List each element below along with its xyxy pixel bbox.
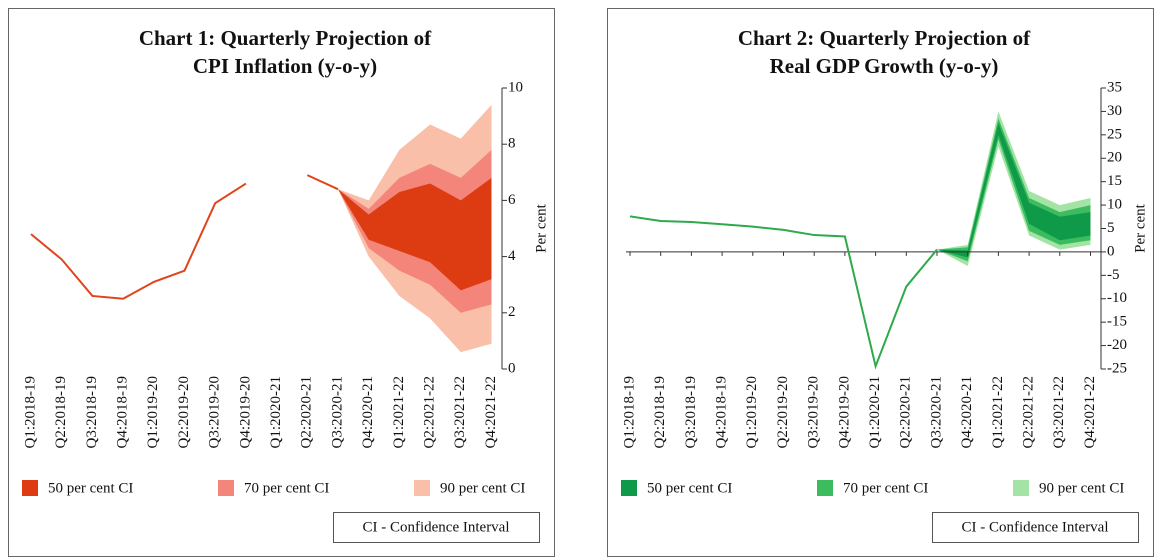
legend-label: 50 per cent CI xyxy=(48,480,133,496)
chart-title: Real GDP Growth (y-o-y) xyxy=(770,54,999,78)
x-tick-label: Q4:2020-21 xyxy=(959,376,975,449)
x-tick-label: Q2:2021-22 xyxy=(422,376,438,449)
note: CI - Confidence Interval xyxy=(362,519,509,535)
chart-title: Chart 2: Quarterly Projection of xyxy=(738,26,1031,50)
legend-swatch xyxy=(218,480,234,496)
y-tick-label: 20 xyxy=(1107,150,1122,166)
y-axis-label: Per cent xyxy=(533,203,549,253)
note-box xyxy=(932,512,1139,543)
y-tick-label: 0 xyxy=(508,360,516,376)
x-tick-label: Q1:2020-21 xyxy=(268,376,284,449)
y-tick-label: 25 xyxy=(1107,126,1122,142)
x-tick-label: Q4:2021-22 xyxy=(483,376,499,449)
x-tick-label: Q1:2021-22 xyxy=(391,376,407,449)
x-tick-label: Q4:2018-19 xyxy=(115,376,131,449)
legend-label: 70 per cent CI xyxy=(843,480,928,496)
note: CI - Confidence Interval xyxy=(961,519,1108,535)
x-tick-label: Q4:2019-20 xyxy=(237,376,253,449)
x-tick-label: Q2:2021-22 xyxy=(1021,376,1037,449)
y-tick-label: -15 xyxy=(1107,314,1127,330)
x-tick-label: Q2:2020-21 xyxy=(299,376,315,449)
x-tick-label: Q4:2018-19 xyxy=(714,376,730,449)
y-tick-label: 6 xyxy=(508,192,516,208)
x-tick-label: Q3:2021-22 xyxy=(452,376,468,449)
x-tick-label: Q2:2018-19 xyxy=(652,376,668,449)
y-tick-label: 4 xyxy=(508,248,516,264)
y-tick-label: 10 xyxy=(1107,197,1122,213)
panel-border xyxy=(8,8,555,557)
x-tick-label: Q1:2021-22 xyxy=(990,376,1006,449)
note-box xyxy=(333,512,540,543)
data-line xyxy=(30,182,247,300)
x-tick-label: Q2:2020-21 xyxy=(898,376,914,449)
legend-label: 70 per cent CI xyxy=(244,480,329,496)
y-tick-label: -25 xyxy=(1107,360,1127,376)
legend-label: 90 per cent CI xyxy=(1039,480,1124,496)
y-tick-label: -5 xyxy=(1107,267,1120,283)
x-tick-label: Q1:2019-20 xyxy=(145,376,161,449)
x-tick-label: Q4:2019-20 xyxy=(836,376,852,449)
y-tick-label: 35 xyxy=(1107,79,1122,95)
chart-title: Chart 1: Quarterly Projection of xyxy=(139,26,432,50)
x-tick-label: Q3:2019-20 xyxy=(806,376,822,449)
ci-band xyxy=(937,123,1091,258)
y-tick-label: 0 xyxy=(1107,243,1115,259)
y-tick-label: -10 xyxy=(1107,290,1127,306)
ci-band xyxy=(338,177,492,291)
x-tick-label: Q4:2021-22 xyxy=(1082,376,1098,449)
data-line xyxy=(629,215,938,370)
y-tick-label: 30 xyxy=(1107,103,1122,119)
legend-swatch xyxy=(621,480,637,496)
y-tick-label: 2 xyxy=(508,304,516,320)
y-tick-label: 10 xyxy=(508,79,523,95)
x-tick-label: Q3:2020-21 xyxy=(329,376,345,449)
y-axis-label: Per cent xyxy=(1132,203,1148,253)
y-tick-label: 8 xyxy=(508,136,516,152)
x-tick-label: Q2:2019-20 xyxy=(176,376,192,449)
y-tick-label: 15 xyxy=(1107,173,1122,189)
x-tick-label: Q1:2020-21 xyxy=(867,376,883,449)
x-tick-label: Q1:2018-19 xyxy=(22,376,38,449)
x-tick-label: Q1:2019-20 xyxy=(744,376,760,449)
x-tick-label: Q3:2018-19 xyxy=(84,376,100,449)
x-tick-label: Q3:2019-20 xyxy=(207,376,223,449)
legend-swatch xyxy=(414,480,430,496)
legend-swatch xyxy=(817,480,833,496)
legend-swatch xyxy=(1013,480,1029,496)
y-tick-label: 5 xyxy=(1107,220,1115,236)
x-tick-label: Q3:2018-19 xyxy=(683,376,699,449)
x-tick-label: Q2:2018-19 xyxy=(53,376,69,449)
x-tick-label: Q3:2021-22 xyxy=(1051,376,1067,449)
x-tick-label: Q2:2019-20 xyxy=(775,376,791,449)
data-line xyxy=(306,174,339,191)
x-tick-label: Q3:2020-21 xyxy=(928,376,944,449)
legend-label: 50 per cent CI xyxy=(647,480,732,496)
legend-swatch xyxy=(22,480,38,496)
chart-title: CPI Inflation (y-o-y) xyxy=(193,54,377,78)
panel-border xyxy=(607,8,1154,557)
y-tick-label: -20 xyxy=(1107,337,1127,353)
legend-label: 90 per cent CI xyxy=(440,480,525,496)
x-tick-label: Q4:2020-21 xyxy=(360,376,376,449)
x-tick-label: Q1:2018-19 xyxy=(621,376,637,449)
